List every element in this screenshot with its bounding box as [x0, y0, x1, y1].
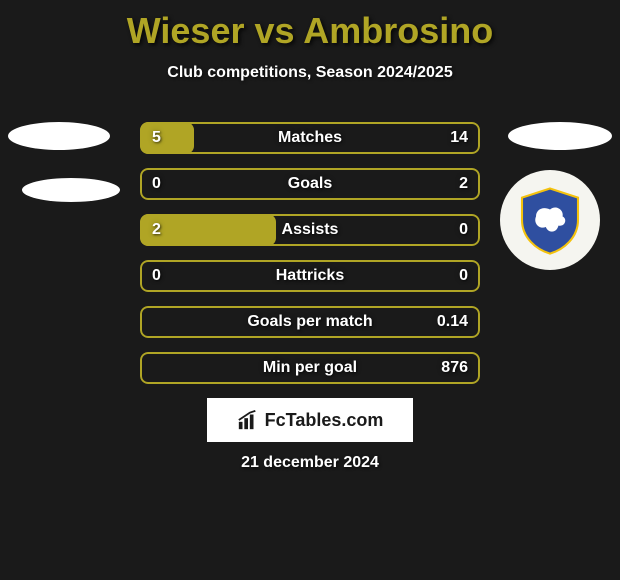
brand-rest: Tables.com: [286, 410, 384, 430]
subtitle: Club competitions, Season 2024/2025: [0, 64, 620, 82]
footer-brand-box: FcTables.com: [207, 398, 413, 442]
club-badge: [500, 170, 600, 270]
stat-row: Min per goal876: [140, 352, 480, 384]
stat-row: 0Hattricks0: [140, 260, 480, 292]
player1-name: Wieser: [127, 10, 245, 51]
brand-logo: FcTables.com: [237, 409, 384, 431]
stat-right-value: 0.14: [437, 306, 468, 338]
stat-row: 0Goals2: [140, 168, 480, 200]
right-placeholder: [508, 122, 612, 150]
stat-row: 2Assists0: [140, 214, 480, 246]
vs-text: vs: [255, 10, 295, 51]
stat-label: Goals per match: [140, 306, 480, 338]
stat-row: 5Matches14: [140, 122, 480, 154]
stat-right-value: 0: [459, 214, 468, 246]
stat-label: Assists: [140, 214, 480, 246]
stat-label: Goals: [140, 168, 480, 200]
stat-label: Matches: [140, 122, 480, 154]
bars-icon: [237, 409, 259, 431]
stat-row: Goals per match0.14: [140, 306, 480, 338]
date-text: 21 december 2024: [0, 454, 620, 472]
stat-label: Hattricks: [140, 260, 480, 292]
left-placeholder-2: [22, 178, 120, 202]
stat-right-value: 14: [450, 122, 468, 154]
shield-icon: [515, 185, 585, 255]
brand-text: FcTables.com: [265, 410, 384, 431]
stat-right-value: 2: [459, 168, 468, 200]
page-title: Wieser vs Ambrosino: [0, 0, 620, 52]
left-placeholder-1: [8, 122, 110, 150]
stat-rows: 5Matches140Goals22Assists00Hattricks0Goa…: [140, 122, 480, 398]
player2-name: Ambrosino: [303, 10, 493, 51]
brand-prefix: Fc: [265, 410, 286, 430]
stat-right-value: 0: [459, 260, 468, 292]
stat-label: Min per goal: [140, 352, 480, 384]
stat-right-value: 876: [441, 352, 468, 384]
